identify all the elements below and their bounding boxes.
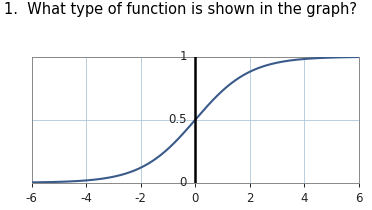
Text: 0: 0 (180, 176, 187, 189)
Text: 0.5: 0.5 (169, 113, 187, 126)
Text: 1.  What type of function is shown in the graph?: 1. What type of function is shown in the… (4, 2, 357, 17)
Text: 1: 1 (180, 50, 187, 63)
